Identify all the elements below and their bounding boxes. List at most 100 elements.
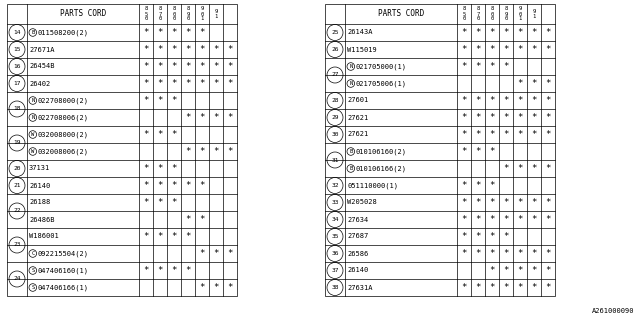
Text: *: * [531, 96, 537, 105]
Text: *: * [490, 62, 495, 71]
Text: PARTS CORD: PARTS CORD [60, 10, 106, 19]
Text: *: * [186, 113, 191, 122]
Text: 051110000(1): 051110000(1) [347, 182, 398, 189]
Text: *: * [490, 130, 495, 139]
Text: 010106160(2): 010106160(2) [356, 148, 406, 155]
Text: *: * [531, 113, 537, 122]
Text: *: * [199, 79, 205, 88]
Text: *: * [545, 198, 550, 207]
Text: *: * [490, 45, 495, 54]
Text: *: * [545, 28, 550, 37]
Text: *: * [531, 283, 537, 292]
Text: *: * [503, 164, 509, 173]
Text: W: W [31, 132, 35, 137]
Text: 032008006(2): 032008006(2) [38, 148, 88, 155]
Text: 27634: 27634 [347, 217, 368, 222]
Text: 38: 38 [332, 285, 339, 290]
Text: *: * [213, 249, 219, 258]
Text: *: * [545, 79, 550, 88]
Text: *: * [227, 113, 233, 122]
Text: 26402: 26402 [29, 81, 51, 86]
Text: *: * [172, 181, 177, 190]
Text: 19: 19 [13, 140, 20, 146]
Text: *: * [503, 215, 509, 224]
Text: *: * [517, 266, 523, 275]
Text: 28: 28 [332, 98, 339, 103]
Text: *: * [545, 249, 550, 258]
Text: *: * [157, 79, 163, 88]
Text: *: * [531, 249, 537, 258]
Text: 010106166(2): 010106166(2) [356, 165, 406, 172]
Text: 27687: 27687 [347, 234, 368, 239]
Text: 26143A: 26143A [347, 29, 372, 36]
Text: *: * [476, 96, 481, 105]
Text: *: * [461, 45, 467, 54]
Text: *: * [517, 198, 523, 207]
Text: 37: 37 [332, 268, 339, 273]
Text: *: * [545, 96, 550, 105]
Text: *: * [227, 79, 233, 88]
Text: *: * [157, 130, 163, 139]
Text: B: B [349, 166, 353, 171]
Text: 092215504(2): 092215504(2) [38, 250, 88, 257]
Text: *: * [517, 130, 523, 139]
Text: *: * [199, 113, 205, 122]
Text: *: * [490, 113, 495, 122]
Text: *: * [186, 28, 191, 37]
Text: *: * [490, 181, 495, 190]
Text: *: * [517, 215, 523, 224]
Text: *: * [157, 96, 163, 105]
Text: *: * [199, 147, 205, 156]
Text: 34: 34 [332, 217, 339, 222]
Text: 25: 25 [332, 30, 339, 35]
Text: *: * [476, 113, 481, 122]
Text: *: * [517, 96, 523, 105]
Text: 8
0
0: 8 0 0 [490, 6, 493, 21]
Text: *: * [517, 45, 523, 54]
Text: 27: 27 [332, 73, 339, 77]
Text: *: * [143, 164, 148, 173]
Text: 30: 30 [332, 132, 339, 137]
Text: *: * [503, 45, 509, 54]
Text: *: * [517, 113, 523, 122]
Text: *: * [172, 198, 177, 207]
Text: *: * [503, 198, 509, 207]
Text: *: * [172, 266, 177, 275]
Text: *: * [143, 130, 148, 139]
Text: *: * [157, 266, 163, 275]
Text: *: * [199, 283, 205, 292]
Text: *: * [476, 232, 481, 241]
Text: *: * [545, 164, 550, 173]
Text: *: * [545, 215, 550, 224]
Text: *: * [157, 45, 163, 54]
Text: *: * [143, 79, 148, 88]
Text: 032008000(2): 032008000(2) [38, 131, 88, 138]
Text: *: * [461, 113, 467, 122]
Text: *: * [172, 79, 177, 88]
Text: *: * [517, 249, 523, 258]
Text: *: * [186, 232, 191, 241]
Text: 33: 33 [332, 200, 339, 205]
Text: N: N [349, 81, 353, 86]
Text: B: B [31, 30, 35, 35]
Text: 18: 18 [13, 107, 20, 111]
Text: *: * [186, 181, 191, 190]
Text: 21: 21 [13, 183, 20, 188]
Text: N: N [31, 115, 35, 120]
Text: *: * [172, 45, 177, 54]
Text: 14: 14 [13, 30, 20, 35]
Text: *: * [227, 283, 233, 292]
Text: *: * [157, 181, 163, 190]
Text: 022708006(2): 022708006(2) [38, 114, 88, 121]
Text: *: * [545, 283, 550, 292]
Text: 26188: 26188 [29, 199, 51, 205]
Text: *: * [172, 232, 177, 241]
Text: B: B [349, 149, 353, 154]
Text: 8
9
0: 8 9 0 [504, 6, 508, 21]
Text: *: * [531, 215, 537, 224]
Text: *: * [476, 147, 481, 156]
Text: *: * [227, 147, 233, 156]
Text: *: * [476, 249, 481, 258]
Text: 9
1: 9 1 [214, 9, 218, 19]
Text: *: * [143, 96, 148, 105]
